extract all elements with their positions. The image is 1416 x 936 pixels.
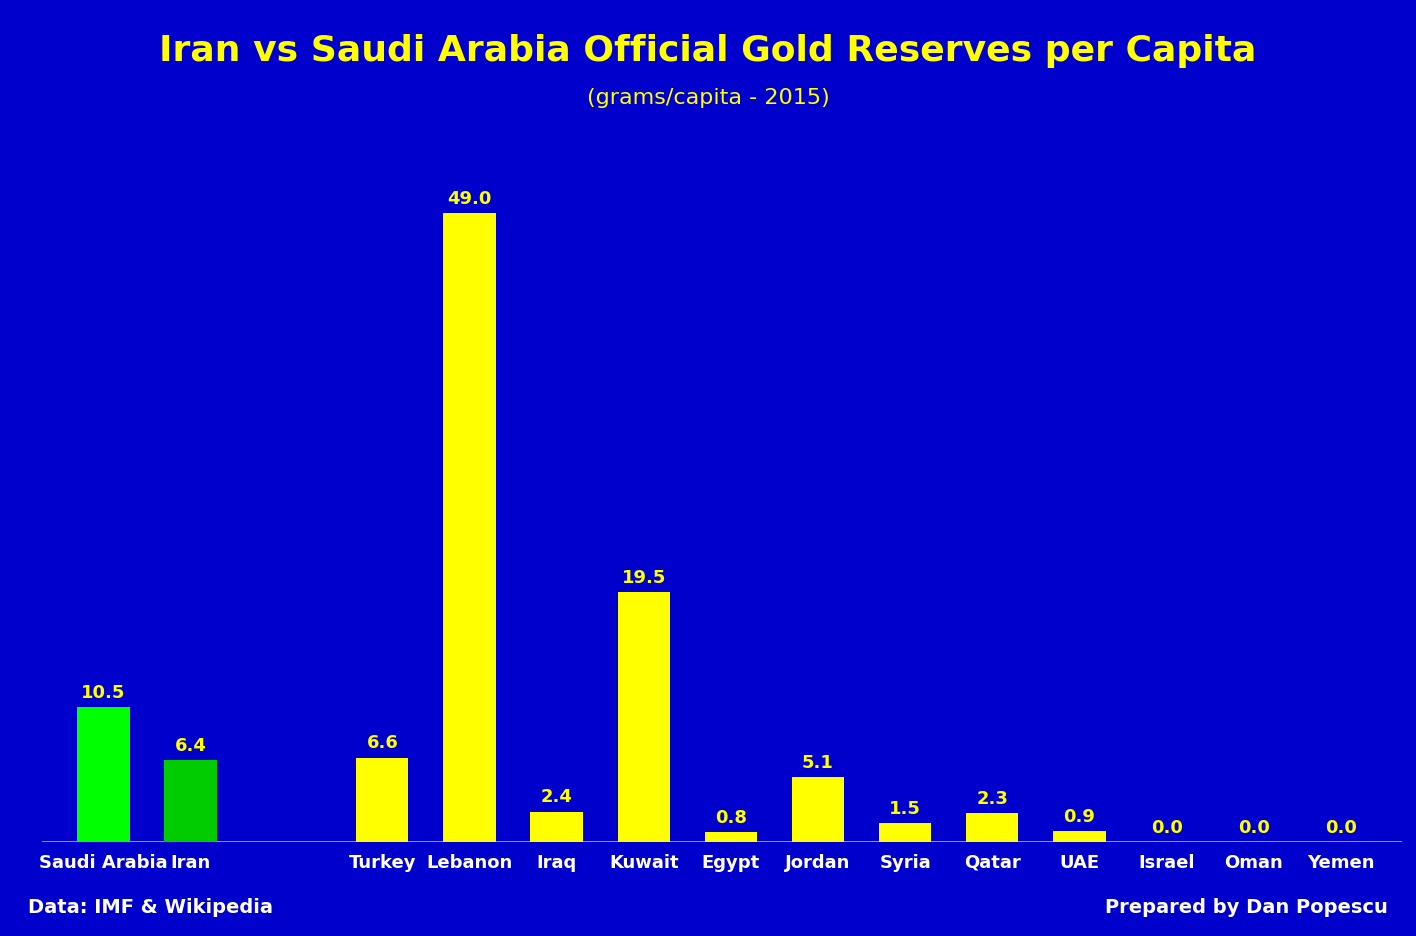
Text: 0.0: 0.0 bbox=[1151, 819, 1182, 838]
Bar bbox=[617, 592, 670, 842]
Text: 2.3: 2.3 bbox=[977, 790, 1008, 808]
Bar bbox=[705, 832, 758, 842]
Text: 6.4: 6.4 bbox=[174, 737, 207, 755]
Bar bbox=[1054, 831, 1106, 842]
Text: (grams/capita - 2015): (grams/capita - 2015) bbox=[586, 88, 830, 109]
Bar bbox=[966, 812, 1018, 842]
Text: 2.4: 2.4 bbox=[541, 788, 572, 807]
Text: 49.0: 49.0 bbox=[447, 190, 491, 208]
Bar bbox=[531, 812, 583, 842]
Text: 1.5: 1.5 bbox=[889, 800, 920, 818]
Text: Iran vs Saudi Arabia Official Gold Reserves per Capita: Iran vs Saudi Arabia Official Gold Reser… bbox=[160, 35, 1256, 68]
Text: 5.1: 5.1 bbox=[801, 753, 834, 771]
Text: 19.5: 19.5 bbox=[622, 569, 666, 587]
Text: 0.9: 0.9 bbox=[1063, 808, 1096, 826]
Text: Data: IMF & Wikipedia: Data: IMF & Wikipedia bbox=[28, 899, 273, 917]
Text: 10.5: 10.5 bbox=[81, 684, 126, 702]
Text: 0.0: 0.0 bbox=[1238, 819, 1270, 838]
Bar bbox=[443, 212, 496, 842]
Text: 0.8: 0.8 bbox=[715, 809, 746, 827]
Bar bbox=[879, 823, 932, 842]
Bar bbox=[78, 708, 130, 842]
Text: 0.0: 0.0 bbox=[1325, 819, 1357, 838]
Text: Prepared by Dan Popescu: Prepared by Dan Popescu bbox=[1104, 899, 1388, 917]
Text: 6.6: 6.6 bbox=[367, 735, 398, 753]
Bar bbox=[792, 777, 844, 842]
Bar bbox=[164, 760, 217, 842]
Bar bbox=[357, 757, 408, 842]
